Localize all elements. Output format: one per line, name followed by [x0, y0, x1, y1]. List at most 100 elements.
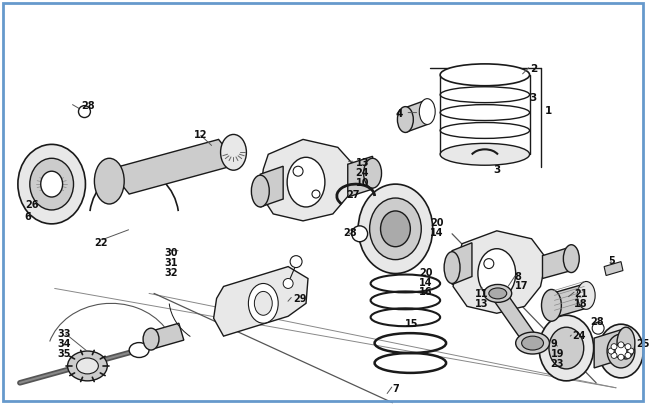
Circle shape [290, 256, 302, 268]
Polygon shape [604, 262, 623, 276]
Text: 2: 2 [530, 64, 538, 74]
Polygon shape [260, 140, 356, 221]
Ellipse shape [380, 211, 410, 247]
Text: 30: 30 [164, 247, 177, 257]
Circle shape [484, 259, 494, 269]
Ellipse shape [363, 159, 382, 189]
Text: 28: 28 [81, 100, 95, 111]
Text: 21: 21 [575, 289, 588, 299]
Ellipse shape [220, 135, 246, 171]
Text: 7: 7 [393, 383, 399, 393]
Polygon shape [151, 324, 184, 348]
Circle shape [625, 344, 631, 350]
Text: 33: 33 [58, 328, 71, 338]
Text: 13: 13 [356, 158, 369, 168]
Text: 11: 11 [475, 289, 488, 299]
Ellipse shape [440, 144, 530, 166]
Text: 26: 26 [25, 200, 38, 209]
Text: 3: 3 [530, 92, 537, 102]
Text: 32: 32 [164, 267, 177, 277]
Text: 28: 28 [343, 227, 356, 237]
Text: 5: 5 [608, 255, 615, 265]
Ellipse shape [577, 282, 595, 309]
Ellipse shape [478, 249, 515, 298]
Circle shape [611, 353, 617, 358]
Text: 19: 19 [551, 348, 564, 358]
Text: 9: 9 [551, 338, 557, 348]
Polygon shape [214, 267, 308, 336]
Circle shape [618, 342, 624, 348]
Text: 14: 14 [430, 227, 444, 237]
Text: 15: 15 [406, 318, 419, 328]
Text: 6: 6 [25, 211, 32, 222]
Ellipse shape [484, 285, 512, 303]
Text: 1: 1 [545, 105, 552, 115]
Text: 4: 4 [395, 109, 403, 118]
Polygon shape [260, 167, 283, 207]
Circle shape [628, 348, 634, 354]
Polygon shape [453, 231, 547, 313]
Ellipse shape [541, 290, 562, 322]
Text: 3: 3 [493, 165, 500, 175]
Ellipse shape [615, 344, 627, 358]
Ellipse shape [252, 176, 269, 207]
Circle shape [625, 353, 631, 358]
Ellipse shape [599, 324, 644, 378]
Circle shape [312, 191, 320, 198]
Circle shape [611, 344, 617, 350]
Text: 27: 27 [346, 190, 359, 200]
Ellipse shape [440, 65, 530, 87]
Text: 24: 24 [356, 168, 369, 178]
Text: 25: 25 [636, 338, 649, 348]
Text: 29: 29 [293, 294, 307, 304]
Ellipse shape [41, 172, 62, 198]
Polygon shape [543, 247, 571, 279]
Ellipse shape [515, 333, 549, 354]
Polygon shape [594, 328, 626, 368]
Ellipse shape [143, 328, 159, 350]
Ellipse shape [287, 158, 325, 207]
Ellipse shape [549, 327, 584, 369]
Text: 13: 13 [475, 298, 488, 309]
Text: 14: 14 [419, 277, 433, 287]
Ellipse shape [444, 252, 460, 284]
Ellipse shape [18, 145, 85, 224]
Ellipse shape [129, 343, 149, 358]
Polygon shape [452, 243, 472, 285]
Circle shape [560, 333, 573, 347]
Circle shape [79, 107, 90, 118]
Circle shape [293, 167, 303, 177]
Ellipse shape [419, 99, 436, 125]
Polygon shape [489, 294, 541, 343]
Ellipse shape [94, 159, 124, 205]
Ellipse shape [522, 336, 543, 350]
Ellipse shape [358, 185, 433, 274]
Circle shape [618, 354, 624, 360]
Text: 20: 20 [419, 267, 433, 277]
Ellipse shape [564, 245, 579, 273]
Circle shape [283, 279, 293, 289]
Ellipse shape [397, 107, 413, 133]
Ellipse shape [254, 292, 272, 315]
Text: 8: 8 [515, 271, 521, 281]
Ellipse shape [607, 334, 635, 368]
Ellipse shape [77, 358, 98, 374]
Ellipse shape [617, 327, 635, 359]
Text: 35: 35 [58, 348, 71, 358]
Ellipse shape [539, 315, 593, 381]
Circle shape [592, 322, 604, 334]
Circle shape [352, 226, 368, 242]
Text: 12: 12 [194, 130, 207, 140]
Text: 10: 10 [356, 178, 369, 188]
Ellipse shape [489, 288, 507, 299]
Text: 23: 23 [551, 358, 564, 368]
Polygon shape [551, 284, 586, 318]
Circle shape [608, 348, 614, 354]
Text: 24: 24 [572, 330, 586, 340]
Ellipse shape [370, 198, 421, 260]
Text: 34: 34 [58, 338, 71, 348]
Ellipse shape [68, 351, 107, 381]
Text: 31: 31 [164, 257, 177, 267]
Text: 17: 17 [515, 281, 528, 291]
Text: 16: 16 [419, 287, 433, 297]
